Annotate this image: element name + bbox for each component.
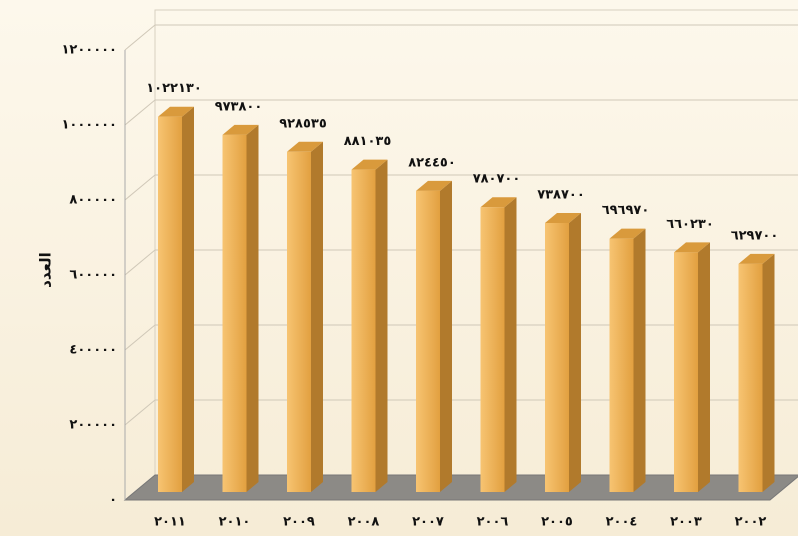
y-tick-label: ٤٠٠٠٠٠ (69, 343, 117, 358)
bar (287, 151, 311, 492)
value-label: ٩٧٣٨٠٠ (215, 99, 263, 114)
bar (158, 116, 182, 493)
bar-side (375, 159, 388, 492)
grid-line (124, 174, 156, 201)
bar-group (545, 212, 581, 493)
bar (480, 207, 505, 493)
bar-group (416, 180, 452, 493)
grid-line (124, 99, 156, 126)
y-tick-label: ٨٠٠٠٠٠ (69, 193, 117, 208)
y-tick-label: ٦٠٠٠٠٠ (69, 268, 117, 283)
x-tick-label: ٢٠١١ (154, 515, 186, 530)
bar-top (480, 197, 517, 208)
x-tick-label: ٢٠١٠ (219, 515, 251, 530)
value-label: ٦٢٩٧٠٠ (731, 228, 779, 243)
value-label: ٨٢٤٤٥٠ (408, 155, 456, 170)
y-axis-label: العدد (37, 252, 55, 288)
bar (545, 222, 569, 493)
y-tick-label: ١٢٠٠٠٠٠ (61, 43, 117, 58)
bar-top (674, 242, 710, 253)
bar-group (287, 141, 323, 492)
value-label: ٧٨٠٧٠٠ (473, 172, 521, 187)
value-label: ٧٣٨٧٠٠ (537, 187, 585, 202)
bar (674, 252, 698, 492)
bar-group (609, 228, 646, 493)
bar-group (222, 124, 259, 492)
grid-line (124, 24, 156, 51)
bar-top (416, 180, 452, 191)
bar-side (504, 197, 517, 493)
bar (609, 238, 634, 492)
value-label: ٦٦٠٢٣٠ (666, 217, 714, 232)
x-tick-label: ٢٠٠٢ (735, 515, 767, 530)
bar-side (246, 124, 259, 492)
bar-top (287, 141, 323, 152)
bar-group (674, 242, 710, 492)
bar-top (738, 253, 775, 264)
y-tick-label: ١٠٠٠٠٠٠ (61, 118, 117, 133)
bar-side (440, 180, 452, 493)
bar-top (351, 159, 388, 170)
bar-side (633, 228, 646, 493)
back-wall (154, 9, 798, 476)
y-tick-label: ٠ (109, 493, 117, 508)
value-label: ٩٢٨٥٣٥ (279, 116, 327, 131)
bar (351, 169, 376, 492)
value-label: ٦٩٦٩٧٠ (602, 203, 650, 218)
grid-line (124, 249, 156, 276)
x-tick-label: ٢٠٠٦ (477, 515, 509, 530)
value-label: ٨٨١٠٣٥ (344, 134, 392, 149)
x-tick-label: ٢٠٠٩ (283, 515, 315, 530)
bar-side (762, 253, 775, 492)
value-label: ١٠٢٢١٣٠ (146, 81, 202, 96)
bar-group (158, 106, 194, 493)
x-tick-label: ٢٠٠٥ (541, 515, 573, 530)
bar (738, 263, 763, 492)
bar-side (182, 106, 194, 493)
x-tick-label: ٢٠٠٣ (670, 515, 702, 530)
bar-top (222, 124, 259, 135)
bar (222, 134, 247, 492)
bar-top (609, 228, 646, 239)
grid-line (124, 399, 156, 426)
bar (416, 190, 440, 493)
bar-group (738, 253, 775, 492)
y-tick-label: ٢٠٠٠٠٠ (69, 418, 117, 433)
bar-group (480, 197, 517, 493)
bar-group (351, 159, 388, 492)
bar-top (158, 106, 194, 117)
bar-top (545, 212, 581, 223)
bar-side (698, 242, 710, 492)
bar-side (569, 212, 581, 493)
grid-line (124, 324, 156, 351)
x-tick-label: ٢٠٠٨ (348, 515, 380, 530)
x-tick-label: ٢٠٠٤ (606, 515, 638, 530)
bar-side (311, 141, 323, 492)
x-tick-label: ٢٠٠٧ (412, 515, 444, 530)
